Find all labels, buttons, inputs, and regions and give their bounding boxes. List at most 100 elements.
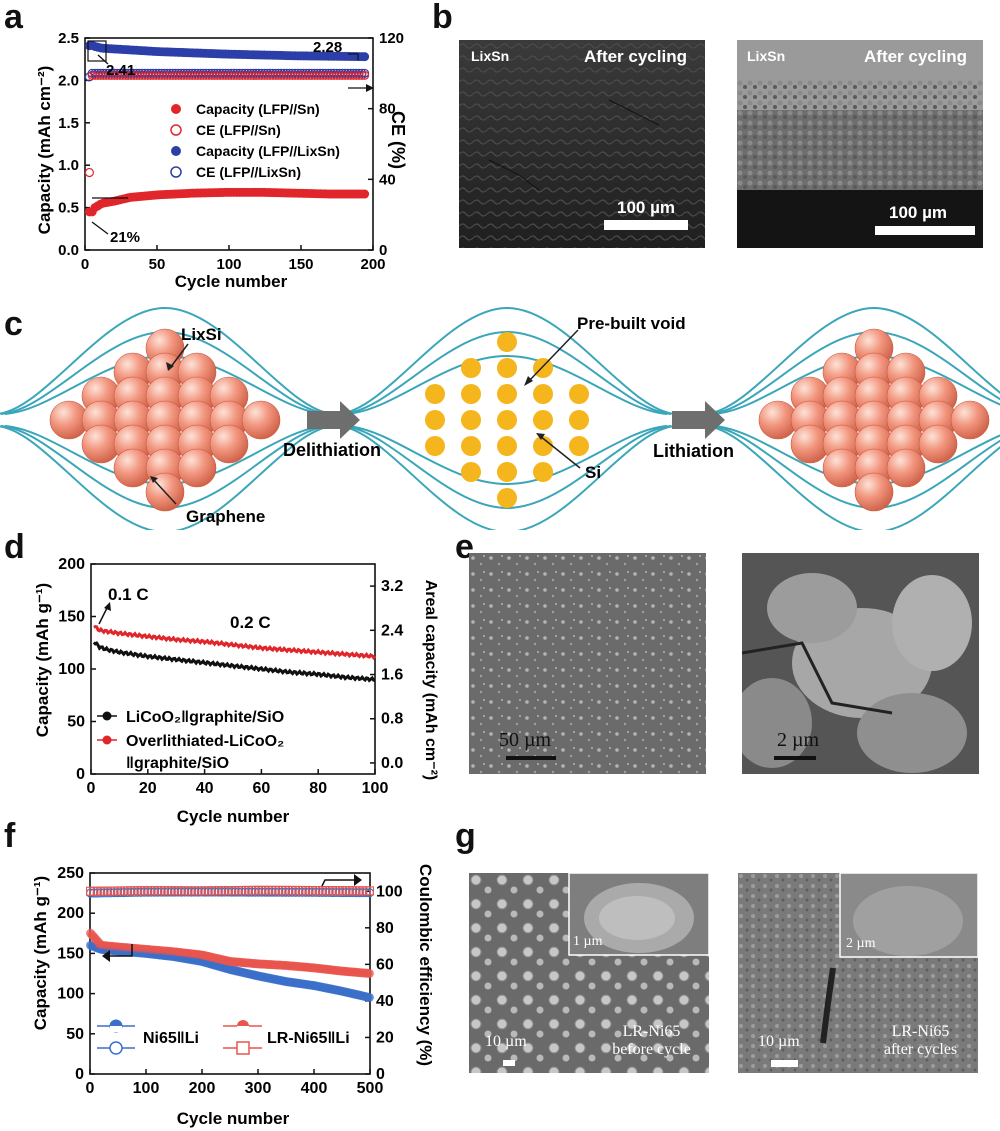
ce-sn-point xyxy=(357,70,367,80)
graphene-layer xyxy=(338,306,676,415)
y2-tick-label: 80 xyxy=(379,101,396,118)
x-tick-label: 150 xyxy=(288,256,313,273)
chart-d-ylabel: Capacity (mAh g⁻¹) xyxy=(33,583,52,737)
si-particle xyxy=(497,410,517,430)
rate-label-02c: 0.2 C xyxy=(230,613,271,632)
y-tick-label: 1.0 xyxy=(58,157,79,174)
axis-arrow-right xyxy=(321,879,358,887)
lithiation-label: Lithiation xyxy=(653,441,734,461)
sem-e-right-scalebar xyxy=(774,756,816,760)
ce-sn-point xyxy=(354,70,364,80)
chart-d-legend: LiCoO₂‖graphite/SiO Overlithiated-LiCoO₂… xyxy=(97,709,284,772)
chart-f-xlabel: Cycle number xyxy=(177,1109,290,1128)
sem-g-right-caption-2: after cycles xyxy=(883,1041,958,1058)
si-particle xyxy=(461,462,481,482)
lixsi-particle xyxy=(854,472,894,512)
si-particle xyxy=(569,436,589,456)
graphene-layer xyxy=(0,306,334,415)
si-particle xyxy=(533,384,553,404)
lixsi-particles-left xyxy=(49,328,281,512)
graphene-layer xyxy=(346,354,668,415)
chart-a-ylabel: Capacity (mAh cm⁻²) xyxy=(35,66,54,235)
x-tick-label: 100 xyxy=(362,780,389,797)
x-tick-label: 100 xyxy=(133,1080,160,1097)
y-tick-label: 150 xyxy=(58,609,85,626)
sem-e-right-scale-label: 2 µm xyxy=(777,729,820,751)
sem-g-left-scale-label: 10 µm xyxy=(485,1033,527,1050)
y2-tick-label: 120 xyxy=(379,30,404,47)
graphene-layer xyxy=(705,306,1000,415)
si-particle xyxy=(533,462,553,482)
y2-tick-label: 0.8 xyxy=(381,711,403,728)
si-particle xyxy=(533,436,553,456)
chart-d: 0 20 40 60 80 1000501001502000.00.81.62.43.2 … xyxy=(33,556,439,826)
chart-a: 0 50 100 150 200 0.0 0.5 1.0 1.5 2.0 2.5 0 40 80 120 C… xyxy=(35,30,408,291)
si-particles xyxy=(425,332,589,508)
x-tick-label: 300 xyxy=(245,1080,272,1097)
y2-tick-label: 2.4 xyxy=(381,622,403,639)
y2-tick-label: 0 xyxy=(379,242,387,259)
lixsi-particle xyxy=(177,448,217,488)
sem-g-right: 2 µm 10 µm LR-Ni65 after cycles xyxy=(738,873,978,1073)
x-tick-label: 0 xyxy=(86,1080,95,1097)
si-particle xyxy=(461,384,481,404)
legend-label-ni65: Ni65‖Li xyxy=(143,1030,199,1047)
si-particle xyxy=(425,410,445,430)
series-overlithiated-line xyxy=(93,625,377,661)
lixsi-particle xyxy=(209,424,249,464)
sem-g-left: 1 µm 10 µm LR-Ni65 before cycle xyxy=(469,873,709,1073)
sem-g-left-caption: LR-Ni65 before cycle xyxy=(604,1023,699,1059)
x-tick-label: 400 xyxy=(301,1080,328,1097)
rate-label-01c: 0.1 C xyxy=(108,585,149,604)
x-tick-label: 0 xyxy=(81,256,89,273)
sem-e-right: 2 µm xyxy=(742,553,979,774)
sem-b-right-label: LixSn xyxy=(747,48,786,64)
sem-b-left-scale-label: 100 µm xyxy=(617,198,675,217)
graphene-layer xyxy=(705,425,1000,530)
sem-g-right-scalebar xyxy=(771,1060,798,1067)
y2-tick-label: 0.0 xyxy=(381,755,403,772)
si-pointer xyxy=(539,435,581,469)
chart-d-y2label: Areal capacity (mAh cm⁻²) xyxy=(422,580,439,781)
highlight-box xyxy=(87,40,107,62)
y-tick-label: 0 xyxy=(75,1066,84,1083)
si-particle xyxy=(569,410,589,430)
capacity-lr-ni65-point xyxy=(364,968,374,978)
graphene-layer xyxy=(338,425,676,530)
legend-label-capacity-lfp-lixsn: Capacity (LFP//LixSn) xyxy=(196,143,340,159)
chart-a-plot: 0 50 100 150 200 0.0 0.5 1.0 1.5 2.0 2.5 0 40 80 120 xyxy=(58,30,404,273)
legend-label-capacity-lfp-sn: Capacity (LFP//Sn) xyxy=(196,101,320,117)
legend-label-overlithiated-2: ‖graphite/SiO xyxy=(126,755,229,772)
y2-tick-label: 20 xyxy=(376,1029,394,1046)
panel-label-d: d xyxy=(4,528,25,566)
ce-sn-point xyxy=(84,167,94,178)
legend-label-lr-ni65: LR-Ni65‖Li xyxy=(267,1030,350,1047)
si-particle xyxy=(497,332,517,352)
legend-label-licoo2: LiCoO₂‖graphite/SiO xyxy=(126,709,284,726)
graphene-label: Graphene xyxy=(186,507,265,526)
y2-tick-label: 60 xyxy=(376,956,394,973)
y2-tick-label: 0 xyxy=(376,1066,385,1083)
arrow-delithiation-icon xyxy=(307,401,360,439)
si-particle xyxy=(497,384,517,404)
y-tick-label: 100 xyxy=(57,986,84,1003)
chart-a-y2label: CE (%) xyxy=(388,111,408,169)
chart-f-ylabel: Capacity (mAh g⁻¹) xyxy=(31,876,50,1030)
x-tick-label: 500 xyxy=(357,1080,384,1097)
panel-label-f: f xyxy=(4,817,16,855)
y2-tick-label: 1.6 xyxy=(381,667,403,684)
x-tick-label: 0 xyxy=(87,780,96,797)
si-particle xyxy=(497,358,517,378)
sem-b-left: LixSn After cycling 100 µm xyxy=(459,40,705,248)
graphene-pointer xyxy=(151,477,177,505)
si-particle xyxy=(425,384,445,404)
chart-f: 0 100 200 300 400 500050100150200250020406080… xyxy=(31,864,435,1128)
y-tick-label: 150 xyxy=(57,945,84,962)
sem-b-right-scale-label: 100 µm xyxy=(889,203,947,222)
chart-a-annotation-241: 2.41 xyxy=(106,62,135,79)
chart-f-legend: Ni65‖Li LR-Ni65‖Li xyxy=(97,1019,350,1055)
series-licoo2-line xyxy=(92,641,376,683)
chart-f-y2label: Coulombic efficiency (%) xyxy=(416,864,435,1066)
y-tick-label: 2.5 xyxy=(58,30,79,47)
y-tick-label: 250 xyxy=(57,865,84,882)
